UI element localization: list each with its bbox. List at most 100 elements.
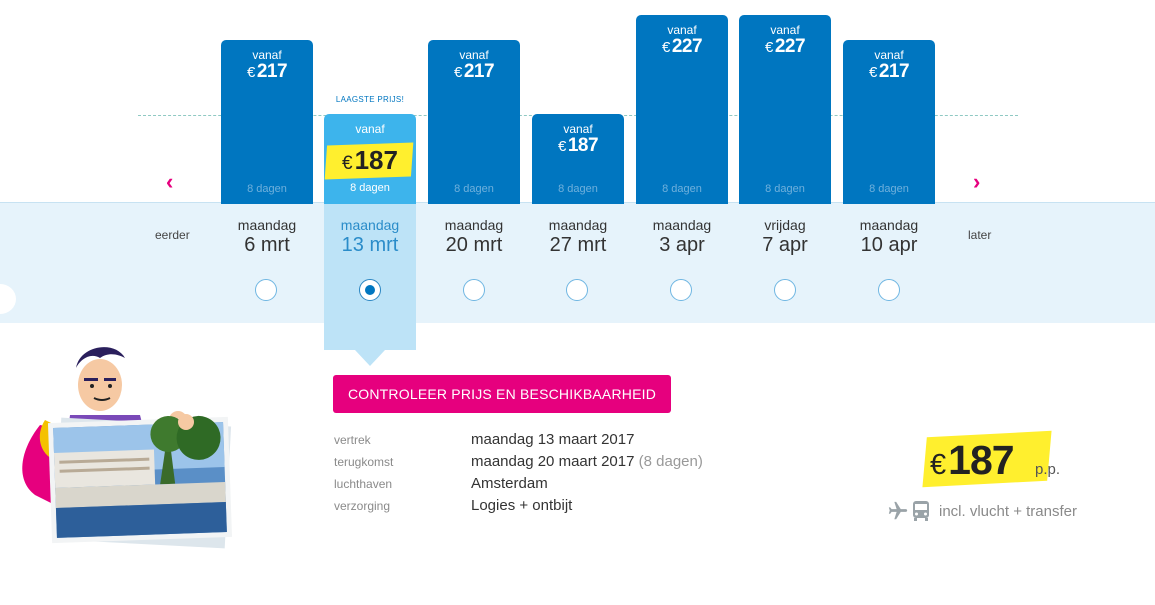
duration-label: 8 dagen bbox=[247, 183, 287, 195]
date-radio[interactable] bbox=[255, 279, 277, 301]
bar-price-currency: € bbox=[764, 39, 773, 56]
board-label: verzorging bbox=[334, 499, 391, 513]
bar-price-currency: € bbox=[246, 64, 255, 81]
bar-price-currency: € bbox=[661, 39, 670, 56]
duration-label: 8 dagen bbox=[662, 183, 702, 195]
weekday-label: maandag bbox=[652, 217, 712, 233]
total-price-value: 187 bbox=[948, 437, 1014, 483]
airport-label: luchthaven bbox=[334, 477, 393, 491]
date-column[interactable]: vanaf €227 8 dagen bbox=[739, 0, 831, 204]
hotel-photo bbox=[47, 415, 233, 544]
chevron-right-icon[interactable]: › bbox=[973, 169, 981, 194]
weekday-label: maandag bbox=[237, 217, 297, 233]
bus-icon bbox=[913, 501, 929, 521]
bar-price-value: 217 bbox=[256, 61, 288, 82]
chevron-left-icon[interactable]: ‹ bbox=[166, 169, 174, 194]
date-label: 27 mrt bbox=[549, 234, 607, 256]
date-radio[interactable] bbox=[774, 279, 796, 301]
date-label: 20 mrt bbox=[445, 234, 503, 256]
return-label: terugkomst bbox=[334, 455, 394, 469]
price-bar[interactable]: vanaf €227 8 dagen bbox=[636, 15, 728, 204]
mascot-hair bbox=[76, 347, 125, 368]
return-value-row: maandag 20 maart 2017 (8 dagen) bbox=[471, 453, 703, 470]
bar-price: €187 bbox=[532, 135, 624, 157]
date-radio[interactable] bbox=[566, 279, 588, 301]
date-label: 10 apr bbox=[860, 234, 918, 256]
mascot-head bbox=[78, 359, 122, 411]
earlier-link[interactable]: eerder bbox=[155, 228, 190, 242]
date-label: 7 apr bbox=[762, 234, 808, 256]
from-label: vanaf bbox=[459, 48, 489, 62]
bar-price-value: 227 bbox=[671, 36, 703, 57]
check-price-button[interactable]: CONTROLEER PRIJS EN BESCHIKBAARHEID bbox=[333, 375, 671, 413]
date-radio[interactable] bbox=[878, 279, 900, 301]
from-label: vanaf bbox=[252, 48, 282, 62]
selected-date-highlight bbox=[324, 204, 416, 350]
selected-date-pointer bbox=[355, 350, 385, 366]
date-radio[interactable] bbox=[670, 279, 692, 301]
return-duration: (8 dagen) bbox=[638, 453, 703, 470]
weekday-label: maandag bbox=[444, 217, 504, 233]
per-person-label: p.p. bbox=[1035, 461, 1061, 478]
includes-label: incl. vlucht + transfer bbox=[939, 503, 1077, 520]
date-column[interactable]: vanaf €217 8 dagen bbox=[843, 0, 935, 204]
price-bar[interactable]: vanaf €227 8 dagen bbox=[739, 15, 831, 204]
band-decoration bbox=[0, 284, 16, 314]
date-radio-selected[interactable] bbox=[359, 279, 381, 301]
date-column[interactable]: vanaf €227 8 dagen bbox=[636, 0, 728, 204]
date-label: 6 mrt bbox=[244, 234, 290, 256]
bar-price: €217 bbox=[428, 61, 520, 83]
duration-label: 8 dagen bbox=[765, 183, 805, 195]
from-label: vanaf bbox=[667, 23, 697, 37]
price-bar[interactable]: vanaf €217 8 dagen bbox=[843, 40, 935, 204]
departure-label: vertrek bbox=[334, 433, 371, 447]
plane-icon bbox=[888, 501, 908, 520]
bar-price-value: 217 bbox=[878, 61, 910, 82]
from-label: vanaf bbox=[874, 48, 904, 62]
bar-price: €227 bbox=[739, 36, 831, 58]
bar-price-value: 187 bbox=[567, 135, 599, 156]
board-value: Logies + ontbijt bbox=[471, 497, 573, 514]
weekday-label: maandag bbox=[859, 217, 919, 233]
price-bar[interactable]: vanaf €217 8 dagen bbox=[221, 40, 313, 204]
bar-price-value: 227 bbox=[774, 36, 806, 57]
date-column[interactable]: vanaf €187 8 dagen bbox=[532, 0, 624, 204]
duration-label: 8 dagen bbox=[350, 182, 390, 194]
airport-value: Amsterdam bbox=[471, 475, 548, 492]
date-column[interactable]: vanaf €187 8 dagen bbox=[324, 0, 416, 204]
bar-price-currency: € bbox=[868, 64, 877, 81]
date-radio[interactable] bbox=[463, 279, 485, 301]
price-bar-selected[interactable]: vanaf €187 8 dagen bbox=[324, 114, 416, 204]
return-value: maandag 20 maart 2017 bbox=[471, 453, 635, 470]
weekday-label: vrijdag bbox=[764, 217, 806, 233]
bar-price: €217 bbox=[221, 61, 313, 83]
from-label: vanaf bbox=[770, 23, 800, 37]
price-bar[interactable]: vanaf €217 8 dagen bbox=[428, 40, 520, 204]
bar-price-currency: € bbox=[342, 153, 353, 174]
duration-label: 8 dagen bbox=[869, 183, 909, 195]
bar-price-currency: € bbox=[557, 138, 566, 155]
duration-label: 8 dagen bbox=[558, 183, 598, 195]
from-label: vanaf bbox=[563, 122, 593, 136]
from-label: vanaf bbox=[355, 122, 385, 136]
date-label: 13 mrt bbox=[341, 234, 399, 256]
bar-price-value: 217 bbox=[463, 61, 495, 82]
lowest-price-label: LAAGSTE PRIJS! bbox=[335, 95, 405, 104]
bar-price-value: 187 bbox=[354, 145, 398, 175]
weekday-label: maandag bbox=[340, 217, 400, 233]
total-price: €187 bbox=[930, 437, 1015, 484]
bar-price: €187 bbox=[324, 145, 416, 176]
date-column[interactable]: vanaf €217 8 dagen bbox=[221, 0, 313, 204]
date-label: 3 apr bbox=[659, 234, 705, 256]
bar-price: €217 bbox=[843, 61, 935, 83]
bar-price-currency: € bbox=[453, 64, 462, 81]
price-bar[interactable]: vanaf €187 8 dagen bbox=[532, 114, 624, 204]
date-column[interactable]: vanaf €217 8 dagen bbox=[428, 0, 520, 204]
total-price-currency: € bbox=[930, 449, 946, 481]
date-band bbox=[0, 202, 1155, 323]
bar-price: €227 bbox=[636, 36, 728, 58]
duration-label: 8 dagen bbox=[454, 183, 494, 195]
departure-value: maandag 13 maart 2017 bbox=[471, 431, 635, 448]
mascot-hotel-illustration bbox=[22, 347, 233, 549]
later-link[interactable]: later bbox=[968, 228, 992, 242]
